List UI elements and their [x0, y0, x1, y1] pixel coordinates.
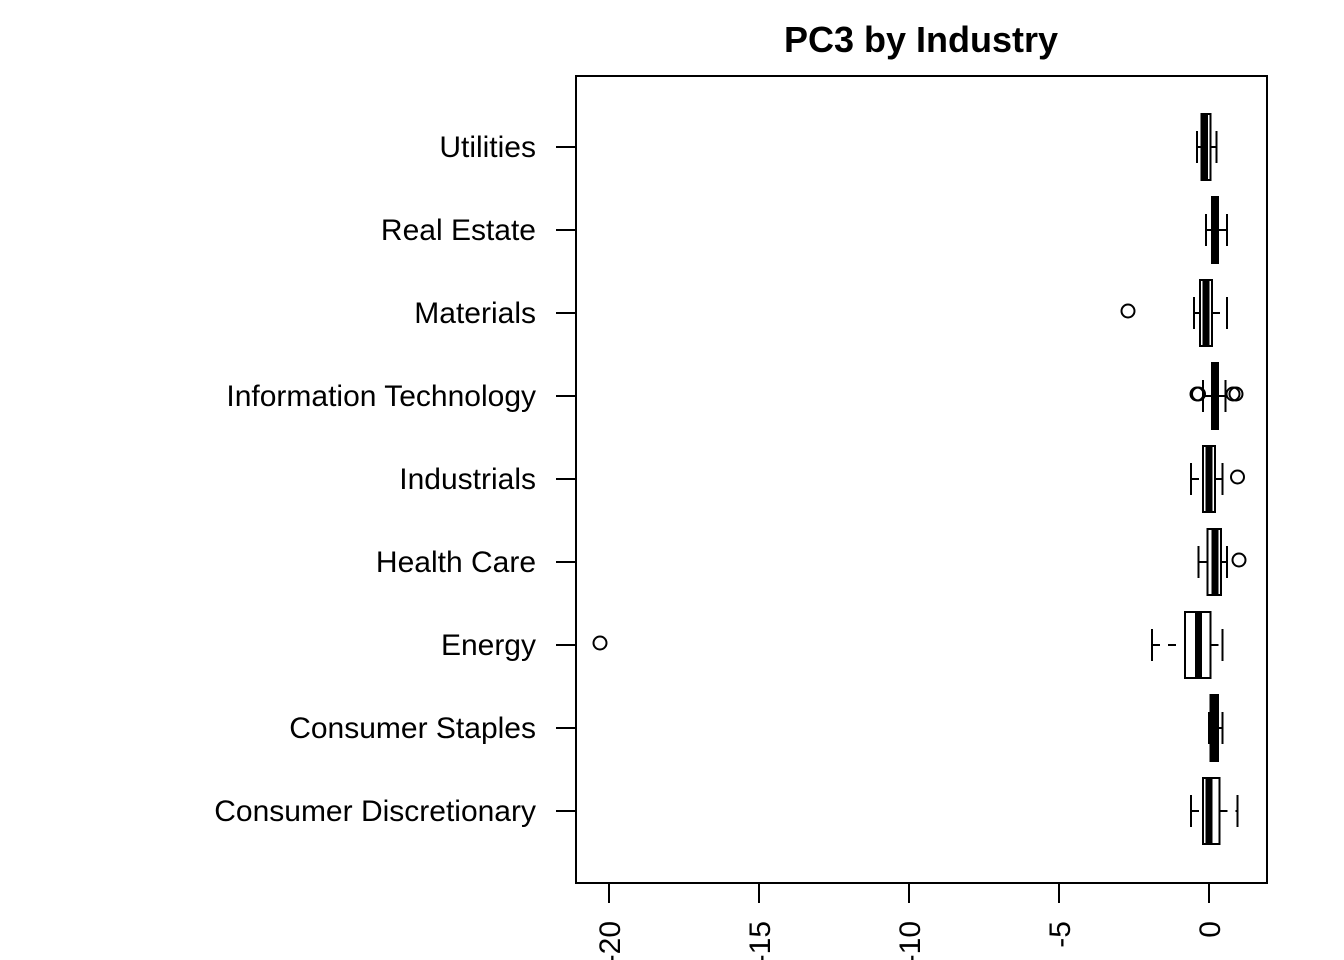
x-tick-label: 0 [1194, 921, 1227, 938]
outlier-point [592, 635, 608, 651]
outlier-point [1230, 469, 1245, 485]
y-tick-label: Health Care [376, 546, 536, 579]
x-axis: -20 -15 -10 -5 0 [594, 882, 1227, 960]
chart-title: PC3 by Industry [784, 19, 1058, 60]
x-tick-label: -10 [894, 921, 927, 960]
y-tick-label: Real Estate [381, 214, 536, 247]
box-information-technology [1189, 362, 1244, 430]
y-tick-label: Energy [441, 629, 536, 662]
plot-frame [575, 75, 1268, 884]
x-tick-label: -20 [594, 921, 627, 960]
outlier-point [1228, 386, 1244, 402]
y-tick-label: Utilities [439, 131, 536, 164]
y-tick-label: Industrials [399, 463, 536, 496]
y-tick-label: Consumer Staples [289, 712, 536, 745]
box-consumer-staples [1208, 694, 1224, 762]
y-tick-label: Information Technology [226, 380, 536, 413]
y-tick-label: Materials [414, 297, 536, 330]
box-utilities [1196, 113, 1218, 181]
y-axis: Consumer Discretionary Consumer Staples En… [214, 131, 576, 828]
box-series [592, 113, 1247, 845]
box-materials [1120, 279, 1228, 347]
box-consumer-discretionary [1190, 777, 1239, 845]
outlier-point [1120, 303, 1136, 319]
y-tick-label: Consumer Discretionary [214, 795, 536, 828]
box-real-estate [1205, 196, 1228, 264]
outlier-point [1225, 386, 1241, 402]
x-tick-label: -5 [1044, 921, 1077, 948]
box-energy [592, 611, 1224, 679]
outlier-point [1191, 386, 1206, 402]
box-industrials [1190, 445, 1245, 513]
outlier-point [1231, 552, 1247, 568]
box-health-care [1197, 528, 1247, 596]
x-tick-label: -15 [744, 921, 777, 960]
